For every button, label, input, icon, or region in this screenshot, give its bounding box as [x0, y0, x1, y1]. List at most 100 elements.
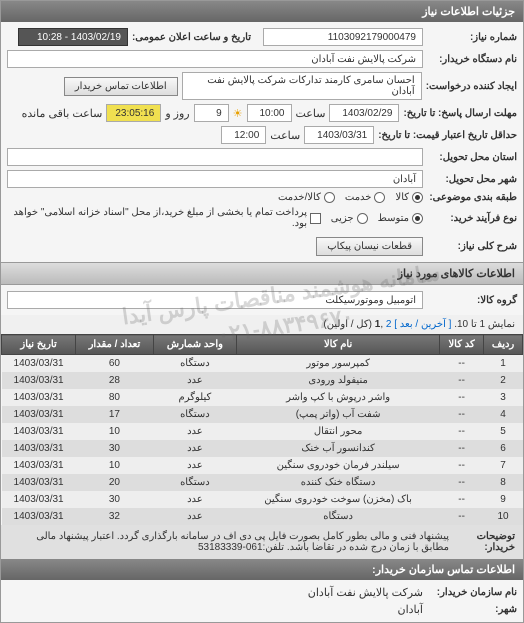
- province-value: [7, 148, 423, 166]
- table-cell: 30: [76, 440, 154, 457]
- table-cell: --: [440, 406, 484, 423]
- radio-service[interactable]: خدمت: [345, 192, 386, 203]
- table-row[interactable]: 3--واشر درپوش با کپ واشرکیلوگرم801403/03…: [2, 389, 523, 406]
- table-cell: --: [440, 491, 484, 508]
- table-cell: کندانسور آب خنک: [237, 440, 440, 457]
- overview-label: شرح کلی نیاز:: [427, 241, 517, 252]
- table-header: نام کالا: [237, 335, 440, 355]
- city-label: شهر محل تحویل:: [427, 174, 517, 185]
- credit-time: 12:00: [221, 126, 266, 144]
- remain-time: 23:05:16: [106, 104, 161, 122]
- city-value: آبادان: [7, 170, 423, 188]
- table-cell: محور انتقال: [237, 423, 440, 440]
- table-cell: 1403/03/31: [2, 355, 76, 373]
- table-cell: عدد: [153, 423, 236, 440]
- table-cell: 5: [484, 423, 523, 440]
- table-cell: دستگاه: [153, 474, 236, 491]
- table-cell: کیلوگرم: [153, 389, 236, 406]
- remain-suffix: ساعت باقی مانده: [22, 107, 103, 120]
- table-cell: 10: [76, 457, 154, 474]
- table-cell: 1403/03/31: [2, 457, 76, 474]
- table-cell: 3: [484, 389, 523, 406]
- table-cell: عدد: [153, 372, 236, 389]
- table-cell: کمپرسور موتور: [237, 355, 440, 373]
- request-no-label: شماره نیاز:: [427, 32, 517, 43]
- note-label: توضیحات خریدار:: [455, 531, 515, 553]
- table-cell: 1403/03/31: [2, 440, 76, 457]
- table-row[interactable]: 7--سیلندر فرمان خودروی سنگینعدد101403/03…: [2, 457, 523, 474]
- radio-dot-icon: [412, 213, 423, 224]
- panel-title: جزئیات اطلاعات نیاز: [1, 1, 523, 22]
- table-cell: --: [440, 474, 484, 491]
- footer-org-value: شرکت پالایش نفت آبادان: [308, 586, 423, 599]
- footer-org-label: نام سازمان خریدار:: [427, 587, 517, 598]
- table-cell: باک (مخزن) سوخت خودروی سنگین: [237, 491, 440, 508]
- table-cell: 1403/03/31: [2, 423, 76, 440]
- contact-button[interactable]: اطلاعات تماس خریدار: [64, 77, 178, 96]
- table-cell: 1403/03/31: [2, 491, 76, 508]
- table-cell: 80: [76, 389, 154, 406]
- table-cell: --: [440, 440, 484, 457]
- table-cell: 1403/03/31: [2, 406, 76, 423]
- deadline-label: مهلت ارسال پاسخ: تا تاریخ:: [403, 108, 517, 119]
- radio-goods[interactable]: کالا: [395, 192, 423, 203]
- table-cell: 4: [484, 406, 523, 423]
- table-cell: 6: [484, 440, 523, 457]
- group-value: اتومبیل وموتورسیکلت: [7, 291, 423, 309]
- table-row[interactable]: 1--کمپرسور موتوردستگاه601403/03/31: [2, 355, 523, 373]
- pager-next-link[interactable]: / بعد ]: [394, 319, 418, 330]
- announce-label: تاریخ و ساعت اعلان عمومی:: [132, 32, 251, 43]
- check-treasury[interactable]: پرداخت تمام یا بخشی از مبلغ خرید،از محل …: [7, 207, 321, 229]
- table-cell: 7: [484, 457, 523, 474]
- table-cell: عدد: [153, 508, 236, 525]
- announce-value: 1403/02/19 - 10:28: [18, 28, 128, 46]
- table-header: تاریخ نیاز: [2, 335, 76, 355]
- items-section-title: اطلاعات کالاهای مورد نیاز: [1, 262, 523, 285]
- table-cell: منیفولد ورودی: [237, 372, 440, 389]
- overview-button[interactable]: قطعات نیسان پیکاپ: [316, 237, 423, 256]
- footer-city-label: شهر:: [427, 604, 517, 615]
- radio-both[interactable]: کالا/خدمت: [278, 192, 335, 203]
- table-row[interactable]: 5--محور انتقالعدد101403/03/31: [2, 423, 523, 440]
- table-cell: 10: [484, 508, 523, 525]
- requester-label: ایجاد کننده درخواست:: [426, 81, 517, 92]
- table-row[interactable]: 6--کندانسور آب خنکعدد301403/03/31: [2, 440, 523, 457]
- table-cell: دستگاه: [153, 406, 236, 423]
- pager-first-link[interactable]: [ آخرین: [421, 319, 451, 330]
- table-cell: 28: [76, 372, 154, 389]
- buyer-org-value: شرکت پالایش نفت آبادان: [7, 50, 423, 68]
- table-header: واحد شمارش: [153, 335, 236, 355]
- items-table: ردیفکد کالانام کالاواحد شمارشتعداد / مقد…: [1, 334, 523, 525]
- table-row[interactable]: 4--شفت آب (واتر پمپ)دستگاه171403/03/31: [2, 406, 523, 423]
- requester-value: احسان سامری کارمند تدارکات شرکت پالایش ن…: [182, 72, 422, 100]
- remain-days-label: روز و: [165, 107, 189, 120]
- table-cell: --: [440, 457, 484, 474]
- radio-partial[interactable]: جزیی: [331, 213, 368, 224]
- request-no-value: 1103092179000479: [263, 28, 423, 46]
- footer-city-value: آبادان: [397, 603, 423, 616]
- time-label-1: ساعت: [296, 107, 326, 120]
- table-cell: 1403/03/31: [2, 389, 76, 406]
- table-cell: 1: [484, 355, 523, 373]
- table-cell: --: [440, 423, 484, 440]
- table-cell: 2: [484, 372, 523, 389]
- table-cell: سیلندر فرمان خودروی سنگین: [237, 457, 440, 474]
- radio-dot-icon: [374, 192, 385, 203]
- budget-type-label: طبقه بندی موضوعی:: [427, 192, 517, 203]
- buyer-org-label: نام دستگاه خریدار:: [427, 54, 517, 65]
- credit-label: حداقل تاریخ اعتبار قیمت: تا تاریخ:: [378, 130, 517, 141]
- province-label: استان محل تحویل:: [427, 152, 517, 163]
- deadline-date: 1403/02/29: [329, 104, 399, 122]
- table-cell: دستگاه: [153, 355, 236, 373]
- table-row[interactable]: 8--دستگاه خنک کنندهدستگاه201403/03/31: [2, 474, 523, 491]
- table-row[interactable]: 10--دستگاهعدد321403/03/31: [2, 508, 523, 525]
- table-cell: 30: [76, 491, 154, 508]
- radio-medium[interactable]: متوسط: [378, 213, 423, 224]
- radio-dot-icon: [324, 192, 335, 203]
- group-label: گروه کالا:: [427, 295, 517, 306]
- pager-page2-link[interactable]: 2: [386, 319, 392, 330]
- table-cell: 1403/03/31: [2, 508, 76, 525]
- table-row[interactable]: 2--منیفولد ورودیعدد281403/03/31: [2, 372, 523, 389]
- footer-title: اطلاعات تماس سازمان خریدار:: [1, 559, 523, 580]
- table-row[interactable]: 9--باک (مخزن) سوخت خودروی سنگینعدد301403…: [2, 491, 523, 508]
